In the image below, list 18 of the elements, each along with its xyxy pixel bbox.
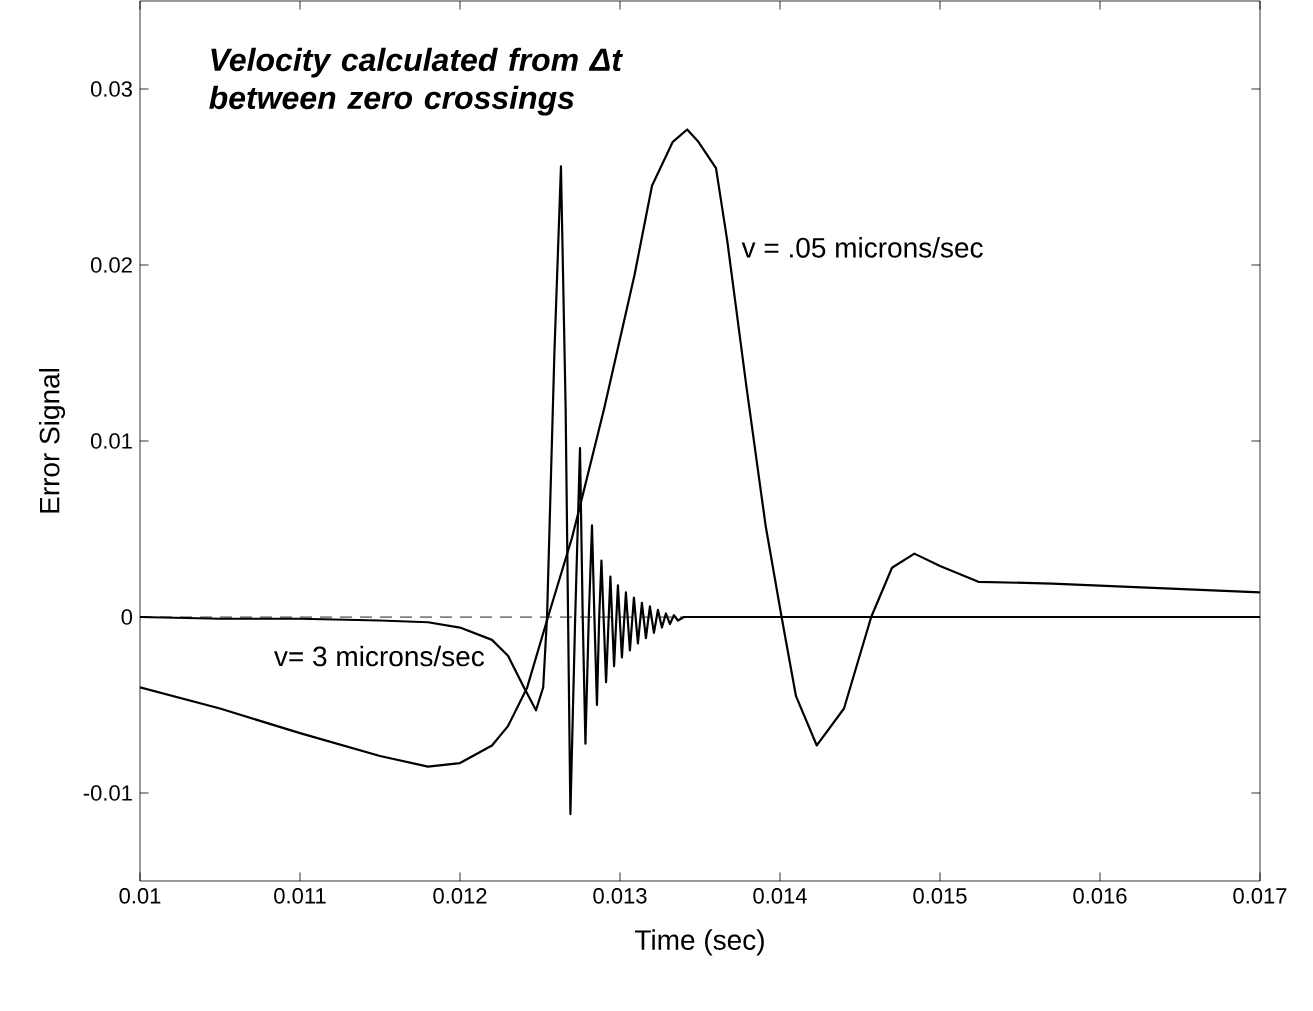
series-label: v = .05 microns/sec <box>741 237 983 258</box>
x-tick-label: 0.013 <box>593 888 647 904</box>
x-axis-title: Time (sec) <box>635 929 764 956</box>
y-tick-label: 0.03 <box>90 81 132 97</box>
y-tick-label: 0 <box>121 609 133 625</box>
series-label: v= 3 microns/sec <box>274 645 485 667</box>
x-tick-label: 0.01 <box>119 888 161 904</box>
y-tick-label: -0.01 <box>83 785 132 801</box>
x-tick-label: 0.016 <box>1073 888 1127 904</box>
x-tick-label: 0.014 <box>753 888 807 904</box>
x-tick-label: 0.011 <box>274 888 326 904</box>
annotation: Velocity calculated from Δt between zero crossings <box>209 47 624 116</box>
y-tick-label: 0.02 <box>90 257 132 273</box>
x-tick-label: 0.017 <box>1233 888 1287 904</box>
x-tick-label: 0.012 <box>433 888 487 904</box>
y-tick-label: 0.01 <box>90 433 132 449</box>
x-tick-label: 0.015 <box>913 888 967 904</box>
y-axis-title: Error Signal <box>38 368 66 513</box>
